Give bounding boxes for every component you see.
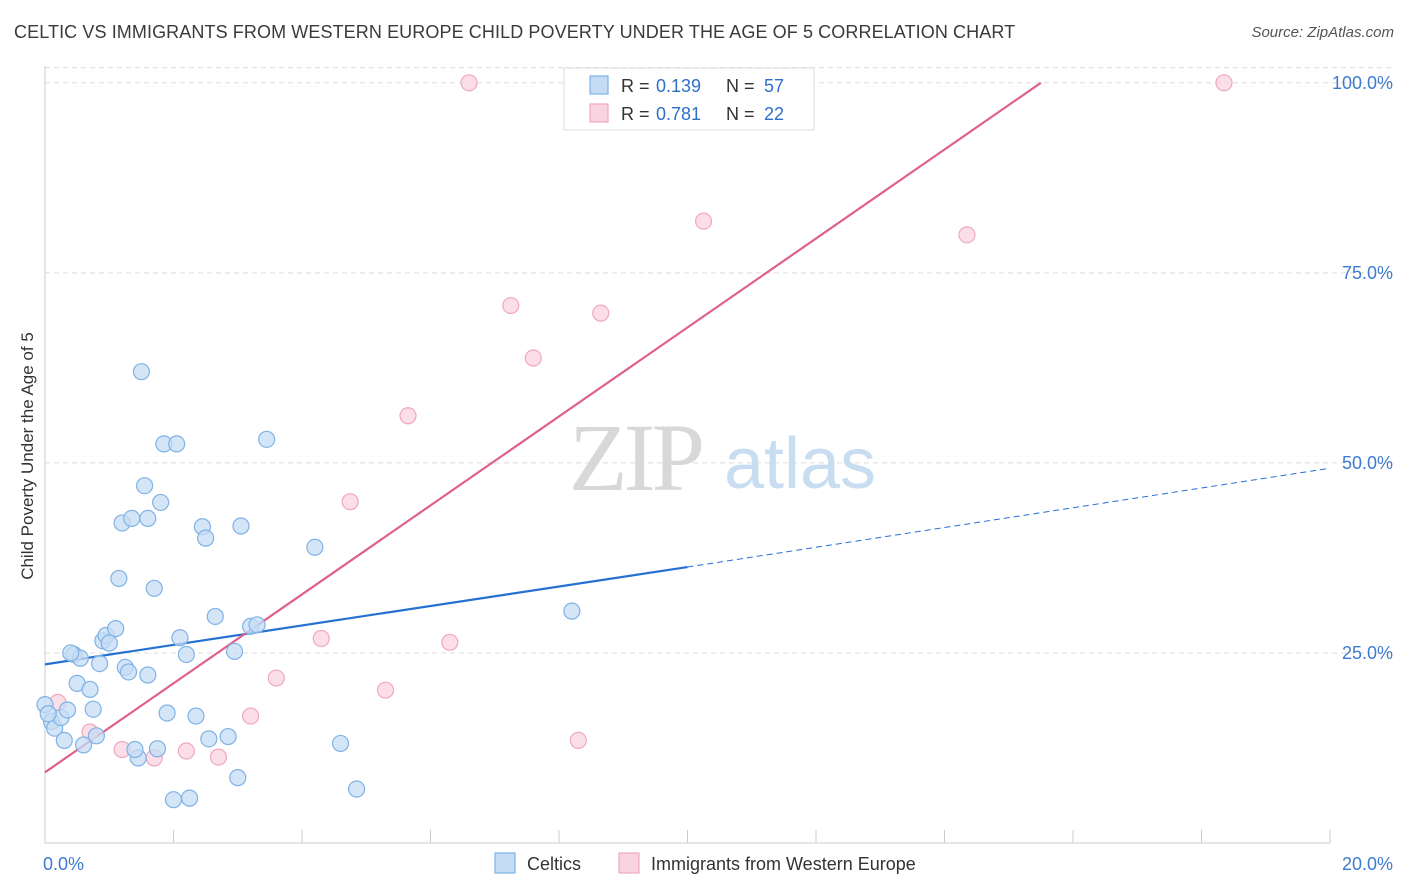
celtics-point: [81, 680, 99, 699]
celtics-point: [563, 602, 581, 620]
immigrants-point: [312, 629, 330, 648]
immigrants-point: [694, 212, 713, 230]
immigrants-point: [502, 296, 520, 315]
stats-n-value-immigrants: 22: [764, 104, 784, 124]
series-legend: Celtics Immigrants from Western Europe: [494, 852, 916, 874]
stats-legend: R = 0.139 N = 57 R = 0.781 N = 22: [563, 67, 815, 131]
celtics-point: [152, 493, 170, 512]
celtics-point: [126, 740, 144, 759]
y-tick-label: 75.0%: [1342, 263, 1393, 283]
immigrants-point: [177, 742, 195, 760]
trend-lines: [44, 81, 1331, 774]
celtics-point: [206, 607, 224, 626]
immigrants-point: [524, 349, 542, 367]
data-points: [36, 74, 1233, 809]
celtics-point: [87, 727, 106, 745]
tick-labels: 25.0% 50.0% 75.0% 100.0% 0.0% 20.0%: [43, 73, 1393, 874]
celtics-point: [225, 642, 244, 661]
y-tick-label: 50.0%: [1342, 453, 1393, 473]
immigrants-point: [460, 74, 478, 92]
celtics-point: [219, 727, 237, 746]
stats-n-value-celtics: 57: [764, 76, 784, 96]
immigrants-point: [376, 681, 395, 699]
celtics-point: [119, 663, 138, 681]
immigrants-point: [267, 669, 285, 687]
celtics-point: [145, 579, 163, 597]
celtics-point: [55, 731, 73, 749]
celtics-point: [132, 363, 150, 381]
watermark-zip: ZIP: [569, 404, 702, 511]
celtics-point: [74, 736, 93, 754]
celtics-trend-extension: [687, 467, 1331, 568]
stats-swatch-immigrants: [589, 103, 609, 123]
celtics-point: [58, 701, 77, 719]
celtics-point: [306, 538, 324, 556]
stats-swatch-celtics: [589, 75, 609, 95]
stats-r-value-celtics: 0.139: [656, 76, 701, 96]
celtics-point: [100, 634, 118, 652]
celtics-point: [62, 644, 80, 662]
stats-n-label-celtics: N =: [726, 76, 755, 96]
y-tick-label: 100.0%: [1332, 73, 1393, 93]
immigrants-point: [399, 407, 417, 425]
watermark: ZIP atlas: [569, 404, 876, 511]
immigrants-point: [592, 304, 610, 322]
celtics-point: [229, 769, 247, 787]
celtics-point: [348, 780, 366, 798]
celtics-point: [177, 645, 195, 664]
x-tick-label: 20.0%: [1342, 854, 1393, 874]
celtics-point: [331, 734, 350, 753]
celtics-point: [168, 435, 186, 453]
immigrants-trend-line: [44, 81, 1042, 774]
celtics-trend-line: [44, 565, 688, 666]
celtics-point: [84, 700, 102, 718]
celtics-point: [180, 789, 199, 807]
celtics-point: [248, 616, 266, 634]
celtics-point: [200, 730, 218, 748]
stats-r-label-celtics: R =: [621, 76, 650, 96]
immigrants-point: [569, 731, 587, 749]
gridlines: [45, 67, 1395, 654]
source-label: Source: ZipAtlas.com: [1251, 24, 1394, 41]
watermark-atlas: atlas: [724, 424, 876, 504]
stats-n-label-immigrants: N =: [726, 104, 755, 124]
celtics-point: [139, 666, 157, 684]
celtics-point: [123, 509, 141, 527]
celtics-point: [148, 740, 167, 758]
stats-r-value-immigrants: 0.781: [656, 104, 701, 124]
x-tick-label: 0.0%: [43, 854, 84, 874]
celtics-point: [139, 509, 157, 527]
celtics-point: [187, 707, 205, 725]
immigrants-point: [209, 748, 228, 766]
celtics-point: [39, 705, 57, 723]
legend-swatch-celtics: [494, 852, 516, 874]
immigrants-point: [441, 633, 459, 651]
stats-r-label-immigrants: R =: [621, 104, 650, 124]
celtics-point: [107, 620, 125, 638]
celtics-point: [232, 517, 250, 535]
immigrants-point: [1215, 74, 1233, 92]
chart-title: CELTIC VS IMMIGRANTS FROM WESTERN EUROPE…: [14, 22, 1016, 42]
celtics-point: [158, 704, 176, 722]
immigrants-point: [341, 493, 359, 511]
celtics-point: [171, 629, 189, 647]
celtics-point: [258, 430, 276, 448]
celtics-point: [135, 477, 154, 495]
legend-label-immigrants: Immigrants from Western Europe: [651, 854, 916, 874]
immigrants-point: [242, 707, 260, 725]
celtics-point: [197, 529, 215, 547]
y-tick-label: 25.0%: [1342, 643, 1393, 663]
legend-label-celtics: Celtics: [527, 854, 581, 874]
celtics-point: [164, 791, 183, 809]
celtics-point: [110, 569, 128, 588]
legend-swatch-immigrants: [618, 852, 640, 874]
celtics-point: [91, 654, 109, 673]
immigrants-point: [958, 226, 976, 244]
